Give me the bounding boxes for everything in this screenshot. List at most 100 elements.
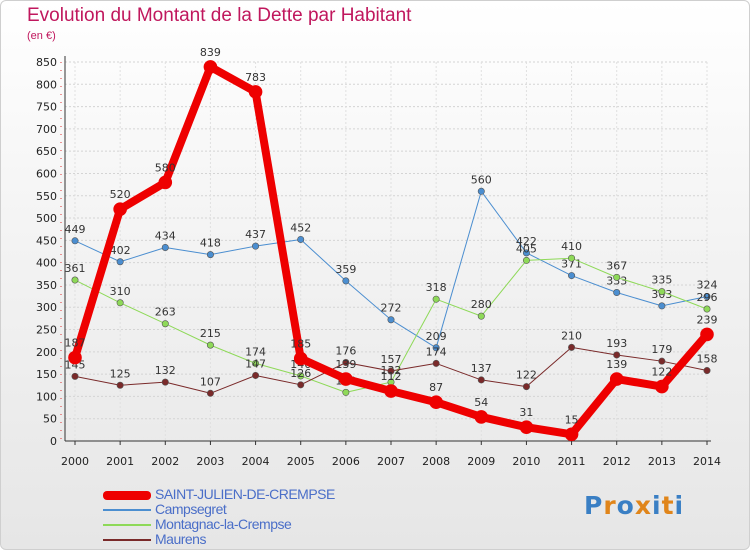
logo-letter: r	[603, 491, 617, 520]
data-label: 112	[381, 370, 402, 383]
data-point	[116, 299, 124, 307]
data-label: 239	[697, 313, 718, 326]
line-chart: 0 50 100 150 200 250 300 350 400 450 500 550 600 650 7…	[36, 46, 721, 468]
y-tick-label: 400	[36, 257, 57, 270]
data-label: 126	[290, 367, 311, 380]
data-point	[519, 420, 534, 434]
data-point	[116, 258, 124, 266]
x-tick-label: 2006	[332, 455, 360, 468]
data-point	[432, 295, 440, 303]
data-point	[206, 251, 214, 259]
y-tick-label: 650	[36, 145, 57, 158]
y-tick-label: 350	[36, 279, 57, 292]
data-point	[658, 288, 666, 296]
data-point	[655, 379, 669, 394]
data-point	[113, 202, 127, 216]
data-label: 15	[565, 413, 579, 426]
data-label: 333	[606, 275, 627, 288]
data-label: 107	[200, 375, 221, 388]
y-tick-label: 300	[36, 301, 57, 314]
data-label: 125	[110, 367, 131, 380]
proxiti-logo: Proxiti	[584, 491, 684, 520]
data-label: 179	[651, 343, 672, 356]
data-label: 280	[471, 298, 492, 311]
data-label: 139	[606, 358, 627, 371]
data-point	[568, 343, 576, 351]
x-tick-label: 2010	[512, 455, 540, 468]
logo-letter: x	[634, 491, 652, 520]
data-point	[522, 256, 530, 264]
x-tick-label: 2008	[422, 455, 450, 468]
y-tick-label: 700	[36, 123, 57, 136]
data-label: 210	[561, 329, 582, 342]
legend-swatch	[103, 509, 151, 511]
data-label: 54	[474, 396, 488, 409]
x-tick-label: 2007	[377, 455, 405, 468]
data-point	[161, 378, 169, 386]
chart-title: Evolution du Montant de la Dette par Hab…	[27, 5, 412, 26]
data-point	[703, 293, 711, 301]
data-label: 418	[200, 237, 221, 250]
data-point	[564, 427, 579, 442]
data-point	[206, 389, 214, 397]
y-tick-label: 50	[43, 413, 57, 426]
data-label: 402	[110, 244, 131, 257]
legend-label: Montagnac-la-Crempse	[155, 516, 292, 532]
data-label: 272	[381, 302, 402, 315]
data-point	[568, 272, 576, 280]
data-label: 137	[471, 362, 492, 375]
y-tick-label: 850	[36, 56, 57, 69]
data-label: 209	[426, 330, 447, 343]
data-label: 361	[65, 262, 86, 275]
y-tick-label: 800	[36, 78, 57, 91]
data-point	[658, 357, 666, 365]
data-label: 132	[155, 364, 176, 377]
logo-letter: t	[661, 491, 675, 520]
data-point	[342, 359, 350, 367]
data-label: 87	[429, 381, 443, 394]
legend-swatch	[103, 490, 151, 500]
x-tick-label: 2003	[196, 455, 224, 468]
data-label: 147	[245, 357, 266, 370]
data-label: 359	[335, 263, 356, 276]
data-point	[477, 312, 485, 320]
logo-letter: i	[674, 491, 685, 520]
data-label: 434	[155, 229, 176, 242]
unit-label: (en €)	[27, 30, 56, 42]
legend-swatch	[103, 524, 151, 526]
y-tick-label: 500	[36, 212, 57, 225]
data-label: 174	[426, 345, 447, 358]
y-tick-label: 600	[36, 167, 57, 180]
data-point	[568, 254, 576, 262]
data-label: 122	[651, 366, 672, 379]
x-tick-label: 2002	[151, 455, 179, 468]
data-label: 185	[290, 338, 311, 351]
data-point	[703, 305, 711, 313]
y-tick-label: 200	[36, 346, 57, 359]
data-point	[387, 316, 395, 324]
data-label: 187	[65, 337, 86, 350]
data-label: 422	[516, 235, 537, 248]
data-label: 263	[155, 306, 176, 319]
data-point	[161, 320, 169, 328]
logo-letter: o	[616, 491, 635, 520]
data-point	[252, 371, 260, 379]
data-label: 580	[155, 161, 176, 174]
data-label: 296	[697, 291, 718, 304]
data-point	[613, 351, 621, 359]
x-tick-label: 2014	[693, 455, 721, 468]
data-point	[613, 273, 621, 281]
y-tick-label: 0	[50, 435, 57, 448]
x-tick-label: 2013	[648, 455, 676, 468]
x-tick-label: 2000	[61, 455, 89, 468]
data-label: 520	[110, 188, 131, 201]
logo-letter: P	[584, 491, 604, 520]
data-point	[658, 302, 666, 310]
logo-letter: i	[652, 491, 662, 520]
x-tick-label: 2011	[558, 455, 586, 468]
data-point	[248, 85, 263, 99]
data-point	[477, 187, 485, 195]
data-label: 193	[606, 337, 627, 350]
data-point	[297, 381, 305, 389]
